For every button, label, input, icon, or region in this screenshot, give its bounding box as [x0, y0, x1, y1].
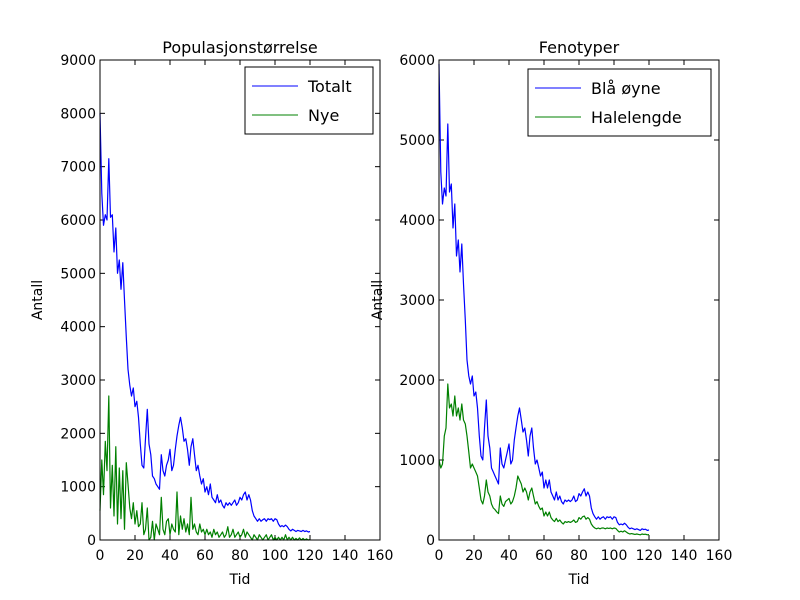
legend: Blå øyne Halelengde	[527, 68, 712, 137]
legend-label-nye: Nye	[308, 106, 339, 125]
y-tick-label: 4000	[60, 320, 96, 336]
plot-frame	[438, 59, 720, 541]
x-tick-label: 40	[161, 548, 179, 564]
y-tick-label: 1000	[60, 480, 96, 496]
x-tick-label: 0	[96, 548, 105, 564]
x-tick-label: 20	[126, 548, 144, 564]
x-axis-label: Tid	[568, 572, 590, 588]
legend-label-halelengde: Halelengde	[591, 108, 682, 127]
y-tick-label: 5000	[60, 266, 96, 282]
legend-label-bla-oyne: Blå øyne	[591, 79, 661, 98]
plot-title: Populasjonstørrelse	[162, 38, 318, 57]
y-tick-label: 2000	[399, 373, 435, 389]
plot-phenotypes: Fenotyper Tid Antall 0 20 40 60 80 100 120 140 1…	[370, 38, 732, 588]
legend-label-totalt: Totalt	[307, 77, 352, 96]
x-tick-label: 160	[706, 548, 733, 564]
x-tick-label: 160	[367, 548, 394, 564]
y-tick-label: 6000	[60, 213, 96, 229]
x-tick-label: 140	[671, 548, 698, 564]
x-tick-label: 20	[465, 548, 483, 564]
y-tick-label: 4000	[399, 213, 435, 229]
x-tick-label: 40	[500, 548, 518, 564]
y-axis-label: Antall	[30, 280, 46, 320]
x-tick-label: 80	[231, 548, 249, 564]
legend-frame	[527, 68, 712, 137]
y-tick-label: 6000	[399, 53, 435, 69]
y-tick-label: 0	[426, 533, 435, 549]
y-tick-label: 3000	[399, 293, 435, 309]
y-tick-label: 9000	[60, 53, 96, 69]
series-group	[438, 63, 650, 536]
series-line-primary	[99, 113, 311, 533]
x-tick-label: 120	[297, 548, 324, 564]
series-line-secondary	[99, 395, 311, 541]
x-tick-label: 120	[636, 548, 663, 564]
x-axis-label: Tid	[229, 572, 251, 588]
y-axis-label: Antall	[370, 280, 386, 320]
x-tick-label: 100	[601, 548, 628, 564]
tick-group: 0 20 40 60 80 100 120 140 160 0 1000 2000 3000 4000 50…	[399, 53, 732, 564]
y-tick-label: 8000	[60, 106, 96, 122]
y-tick-label: 1000	[399, 453, 435, 469]
x-tick-label: 100	[262, 548, 289, 564]
x-tick-label: 60	[196, 548, 214, 564]
y-tick-label: 3000	[60, 373, 96, 389]
legend: Totalt Nye	[244, 66, 374, 135]
series-line-secondary	[438, 383, 650, 536]
x-tick-label: 80	[570, 548, 588, 564]
plot-title: Fenotyper	[539, 38, 620, 57]
plot-frame	[99, 59, 381, 541]
series-group	[99, 113, 311, 541]
x-tick-label: 0	[435, 548, 444, 564]
x-tick-label: 140	[332, 548, 359, 564]
plot-population: Populasjonstørrelse Tid Antall 0 20 40 60 80…	[30, 38, 393, 588]
legend-frame	[244, 66, 374, 135]
series-line-primary	[438, 63, 650, 532]
y-tick-label: 5000	[399, 133, 435, 149]
tick-group: 0 20 40 60 80 100 120 140 160 0 1000 2000 3000 4000 50…	[60, 53, 393, 564]
y-tick-label: 0	[87, 533, 96, 549]
x-tick-label: 60	[535, 548, 553, 564]
y-tick-label: 2000	[60, 426, 96, 442]
y-tick-label: 7000	[60, 160, 96, 176]
